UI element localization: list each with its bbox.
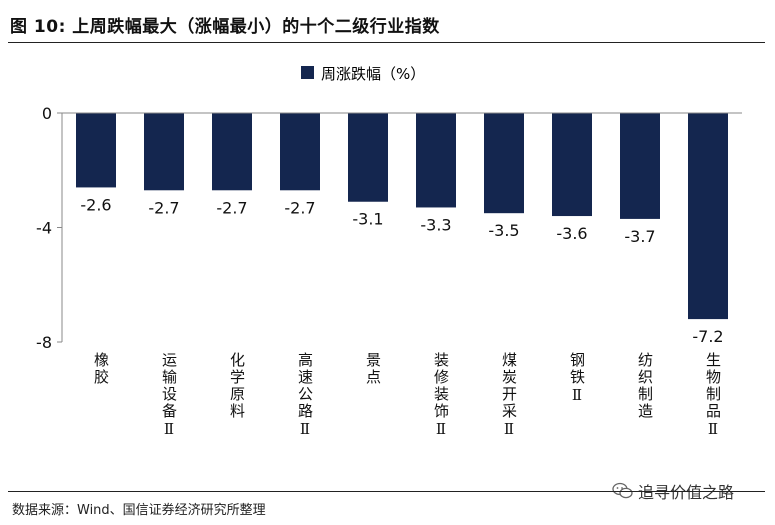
- legend: 周涨跌幅（%）: [301, 65, 425, 83]
- bar: [280, 113, 320, 191]
- data-label: -2.7: [216, 198, 247, 217]
- category-label: 生物制品Ⅱ: [704, 352, 722, 440]
- category-label: 化学原料: [228, 352, 246, 420]
- category-label: 煤炭开采Ⅱ: [500, 352, 518, 440]
- figure-title: 图 10: 上周跌幅最大（涨幅最小）的十个二级行业指数: [10, 17, 440, 37]
- y-tick-label: -4: [36, 219, 52, 238]
- bar: [484, 113, 524, 214]
- source-note: 数据来源：Wind、国信证券经济研究所整理: [12, 503, 266, 518]
- legend-label: 周涨跌幅（%）: [321, 65, 425, 83]
- source-divider: [8, 491, 765, 492]
- watermark: 追寻价值之路: [612, 479, 734, 503]
- category-label: 纺织制造: [636, 352, 654, 420]
- category-label: 钢铁Ⅱ: [568, 352, 586, 406]
- data-label: -7.2: [692, 327, 723, 346]
- category-label: 运输设备Ⅱ: [160, 352, 178, 440]
- bar: [212, 113, 252, 191]
- data-label: -3.3: [420, 215, 451, 234]
- data-label: -2.7: [284, 198, 315, 217]
- category-label: 景点: [364, 352, 382, 386]
- title-divider: [8, 42, 765, 43]
- bar-chart: 周涨跌幅（%） 0 -4 -8 -2.6 橡胶 -2.7 运输设备Ⅱ -2.7 化学原料 -2.7 高…: [36, 65, 742, 440]
- bar: [620, 113, 660, 219]
- data-label: -2.6: [80, 195, 111, 214]
- bar: [144, 113, 184, 191]
- data-label: -3.1: [352, 210, 383, 229]
- legend-swatch: [301, 66, 314, 79]
- data-label: -3.7: [624, 227, 655, 246]
- category-label: 装修装饰Ⅱ: [432, 352, 450, 440]
- category-label: 高速公路Ⅱ: [296, 352, 314, 440]
- bar: [552, 113, 592, 217]
- data-label: -2.7: [148, 198, 179, 217]
- wechat-icon: [612, 482, 634, 500]
- data-label: -3.5: [488, 221, 519, 240]
- bar: [416, 113, 456, 208]
- watermark-text: 追寻价值之路: [638, 483, 735, 502]
- category-label: 橡胶: [92, 352, 110, 386]
- y-tick-label: 0: [42, 104, 52, 123]
- bar: [348, 113, 388, 202]
- bar: [76, 113, 116, 188]
- bar: [688, 113, 728, 320]
- y-tick-label: -8: [36, 333, 52, 352]
- data-label: -3.6: [556, 224, 587, 243]
